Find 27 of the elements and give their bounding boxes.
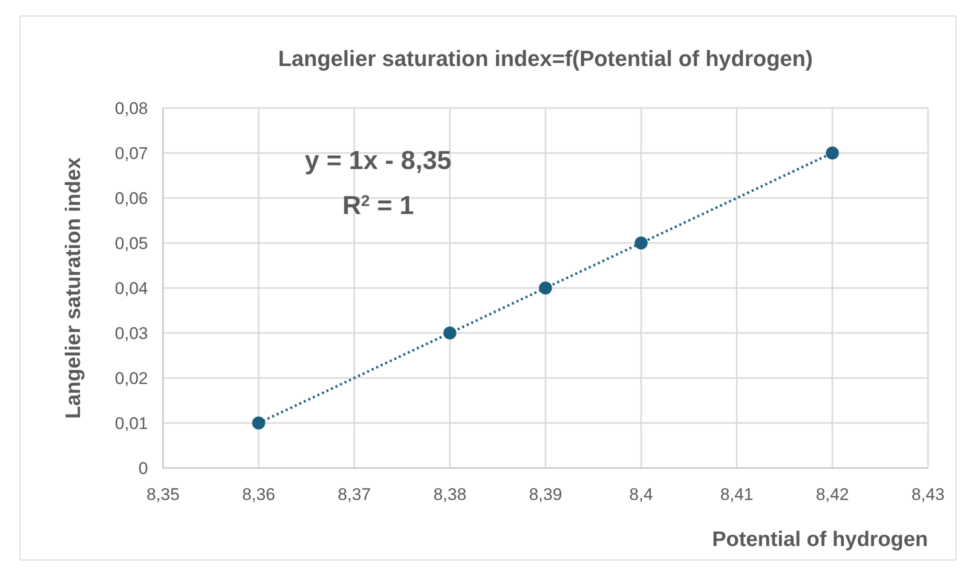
annotation: y = 1x - 8,35 <box>304 144 452 175</box>
point <box>539 282 552 294</box>
point <box>826 146 839 160</box>
x-tick-label: 8,43 <box>911 485 945 504</box>
point <box>252 416 266 430</box>
y-tick-label: 0 <box>138 458 148 478</box>
y-tick-label: 0,06 <box>114 188 148 208</box>
y-tick-label: 0,02 <box>114 368 148 388</box>
x-tick-label: 8,42 <box>816 485 849 504</box>
y-tick-label: 0,07 <box>114 144 148 163</box>
x-tick-label: 8,36 <box>242 485 276 504</box>
x-tick-label: 8,4 <box>629 485 653 504</box>
y-tick-label: 0,03 <box>114 324 148 343</box>
y-axis-title: Langelier saturation index <box>62 156 85 419</box>
x-tick-label: 8,41 <box>720 485 754 504</box>
point <box>634 236 648 250</box>
x-tick-label: 8,38 <box>433 485 466 504</box>
x-axis-title: Potential of hydrogen <box>712 528 928 551</box>
x-tick-label: 8,39 <box>528 485 562 504</box>
annotation: R$^{2}$ = 1 <box>342 190 414 220</box>
x-tick-label: 8,37 <box>338 485 371 504</box>
chart-title: Langelier saturation index=f(Potential of hydrogen) <box>278 46 813 71</box>
y-tick-label: 0,05 <box>114 234 148 253</box>
y-tick-label: 0,08 <box>114 98 148 118</box>
y-tick-label: 0,01 <box>114 414 148 433</box>
x-tick-label: 8,35 <box>146 485 180 504</box>
y-tick-label: 0,04 <box>114 278 148 298</box>
